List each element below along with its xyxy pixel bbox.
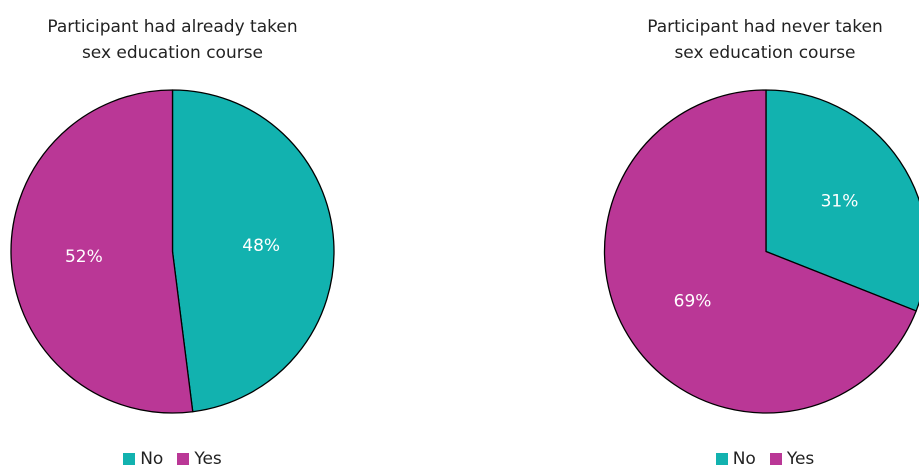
- pie-chart: 31% 69%: [603, 89, 919, 414]
- data-label-yes: 69%: [674, 291, 712, 311]
- pie-slice-no: [765, 89, 919, 312]
- pie-chart: 48% 52%: [10, 89, 335, 414]
- legend: No Yes: [590, 450, 919, 468]
- chart-title: Participant had never taken sex educatio…: [647, 17, 883, 63]
- legend-label: Yes: [786, 449, 815, 469]
- legend-label: No: [732, 449, 756, 469]
- legend-label: Yes: [194, 449, 222, 469]
- legend-item-yes: Yes: [177, 449, 222, 469]
- chart-panel-never-taken: Participant had never taken sex educatio…: [590, 0, 919, 469]
- legend-label: No: [140, 449, 164, 469]
- data-label-no: 31%: [821, 192, 859, 212]
- pie-slice-no: [171, 89, 335, 413]
- legend-swatch-yes: [769, 453, 782, 465]
- legend-swatch-no: [123, 453, 136, 465]
- data-label-yes: 52%: [65, 247, 103, 267]
- legend: No Yes: [0, 450, 345, 468]
- legend-swatch-no: [715, 453, 728, 465]
- chart-panel-already-taken: Participant had already taken sex educat…: [0, 0, 345, 469]
- chart-title: Participant had already taken sex educat…: [47, 17, 298, 63]
- pie-slice-yes: [10, 89, 194, 414]
- data-label-no: 48%: [242, 236, 280, 256]
- legend-item-yes: Yes: [769, 449, 815, 469]
- legend-swatch-yes: [177, 453, 190, 465]
- legend-item-no: No: [123, 450, 163, 468]
- legend-item-no: No: [715, 449, 756, 469]
- pie-slice-yes: [603, 89, 917, 414]
